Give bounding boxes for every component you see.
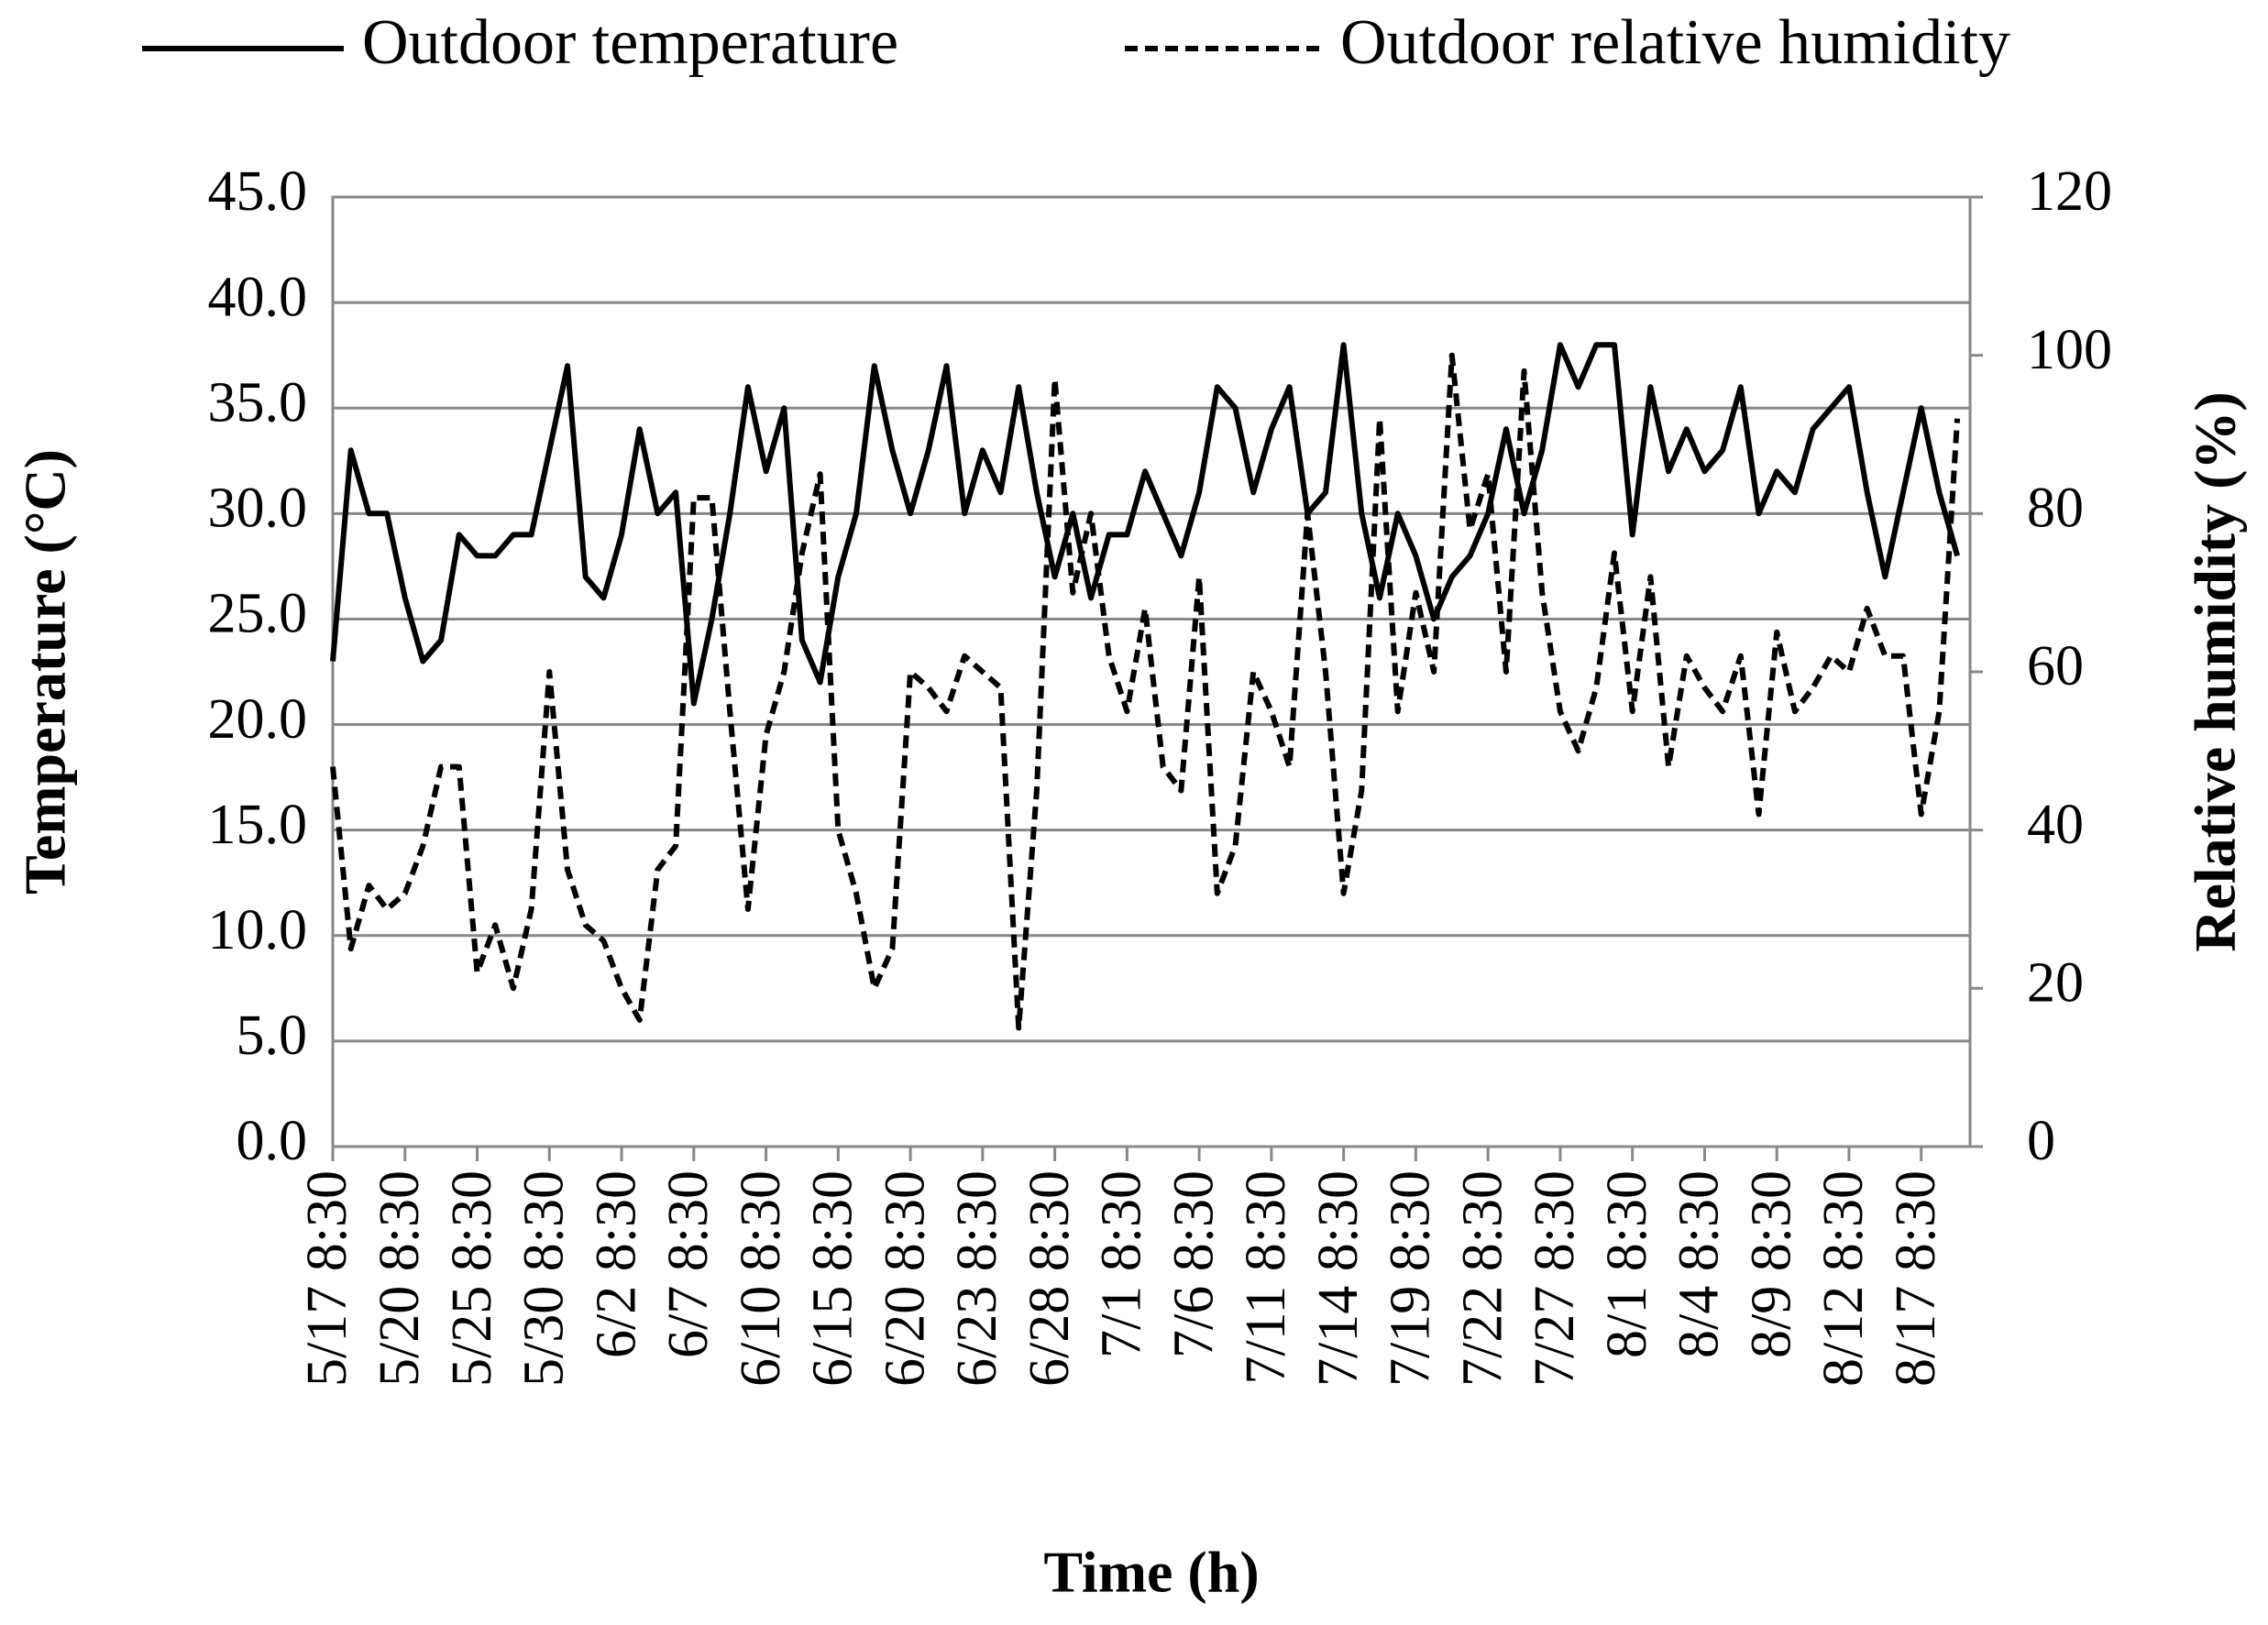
y2-tick-label: 40 bbox=[2027, 794, 2084, 856]
x-tick-label: 7/6 8:30 bbox=[1162, 1170, 1225, 1358]
y-axis-title: Temperature (°C) bbox=[13, 449, 78, 895]
y-tick-label: 35.0 bbox=[208, 371, 308, 434]
x-tick-label: 6/15 8:30 bbox=[802, 1170, 864, 1387]
x-tick-label: 5/20 8:30 bbox=[369, 1170, 431, 1387]
x-tick-label: 8/12 8:30 bbox=[1812, 1170, 1875, 1387]
x-tick-label: 6/28 8:30 bbox=[1018, 1170, 1081, 1387]
x-tick-label: 7/19 8:30 bbox=[1380, 1170, 1442, 1387]
y2-tick-label: 0 bbox=[2027, 1110, 2055, 1172]
x-tick-label: 8/17 8:30 bbox=[1885, 1170, 1947, 1387]
y2-tick-label: 80 bbox=[2027, 478, 2084, 540]
x-tick-label: 6/23 8:30 bbox=[946, 1170, 1008, 1387]
data-line bbox=[330, 342, 1960, 707]
y-tick-label: 30.0 bbox=[208, 478, 308, 540]
x-tick-label: 5/17 8:30 bbox=[296, 1170, 358, 1387]
x-tick-label: 6/7 8:30 bbox=[657, 1170, 720, 1358]
x-tick-label: 7/11 8:30 bbox=[1235, 1170, 1297, 1385]
y-tick-label: 15.0 bbox=[208, 794, 308, 856]
y-tick-label: 45.0 bbox=[208, 160, 308, 223]
x-tick-label: 8/9 8:30 bbox=[1740, 1170, 1802, 1358]
x-tick-label: 7/27 8:30 bbox=[1524, 1170, 1586, 1387]
y-tick-label: 5.0 bbox=[237, 1005, 308, 1067]
data-line bbox=[330, 352, 1961, 1031]
y-tick-label: 40.0 bbox=[208, 266, 308, 328]
x-tick-label: 6/20 8:30 bbox=[874, 1170, 936, 1387]
y2-tick-label: 20 bbox=[2027, 952, 2084, 1015]
x-tick-label: 7/14 8:30 bbox=[1307, 1170, 1370, 1387]
x-tick-label: 6/10 8:30 bbox=[730, 1170, 792, 1387]
y-tick-label: 0.0 bbox=[237, 1110, 308, 1172]
y-tick-label: 20.0 bbox=[208, 688, 308, 751]
x-tick-label: 7/22 8:30 bbox=[1451, 1170, 1514, 1387]
legend-label: Outdoor temperature bbox=[362, 7, 898, 78]
plot-frame bbox=[331, 195, 1972, 1148]
x-tick-label: 5/25 8:30 bbox=[441, 1170, 503, 1387]
x-tick-label: 8/4 8:30 bbox=[1668, 1170, 1731, 1358]
y2-axis-title: Relative humidity (%) bbox=[2183, 391, 2248, 952]
x-axis-title: Time (h) bbox=[1043, 1540, 1259, 1605]
y2-tick-label: 60 bbox=[2027, 635, 2084, 697]
x-tick-label: 7/1 8:30 bbox=[1091, 1170, 1153, 1358]
x-tick-label: 6/2 8:30 bbox=[585, 1170, 647, 1358]
y2-tick-label: 120 bbox=[2027, 160, 2112, 223]
x-tick-label: 8/1 8:30 bbox=[1596, 1170, 1658, 1358]
x-tick-label: 5/30 8:30 bbox=[513, 1170, 576, 1387]
y-tick-label: 10.0 bbox=[208, 899, 308, 961]
y2-tick-label: 100 bbox=[2027, 319, 2112, 381]
legend-label: Outdoor relative humidity bbox=[1340, 7, 2010, 78]
y-tick-label: 25.0 bbox=[208, 583, 308, 645]
